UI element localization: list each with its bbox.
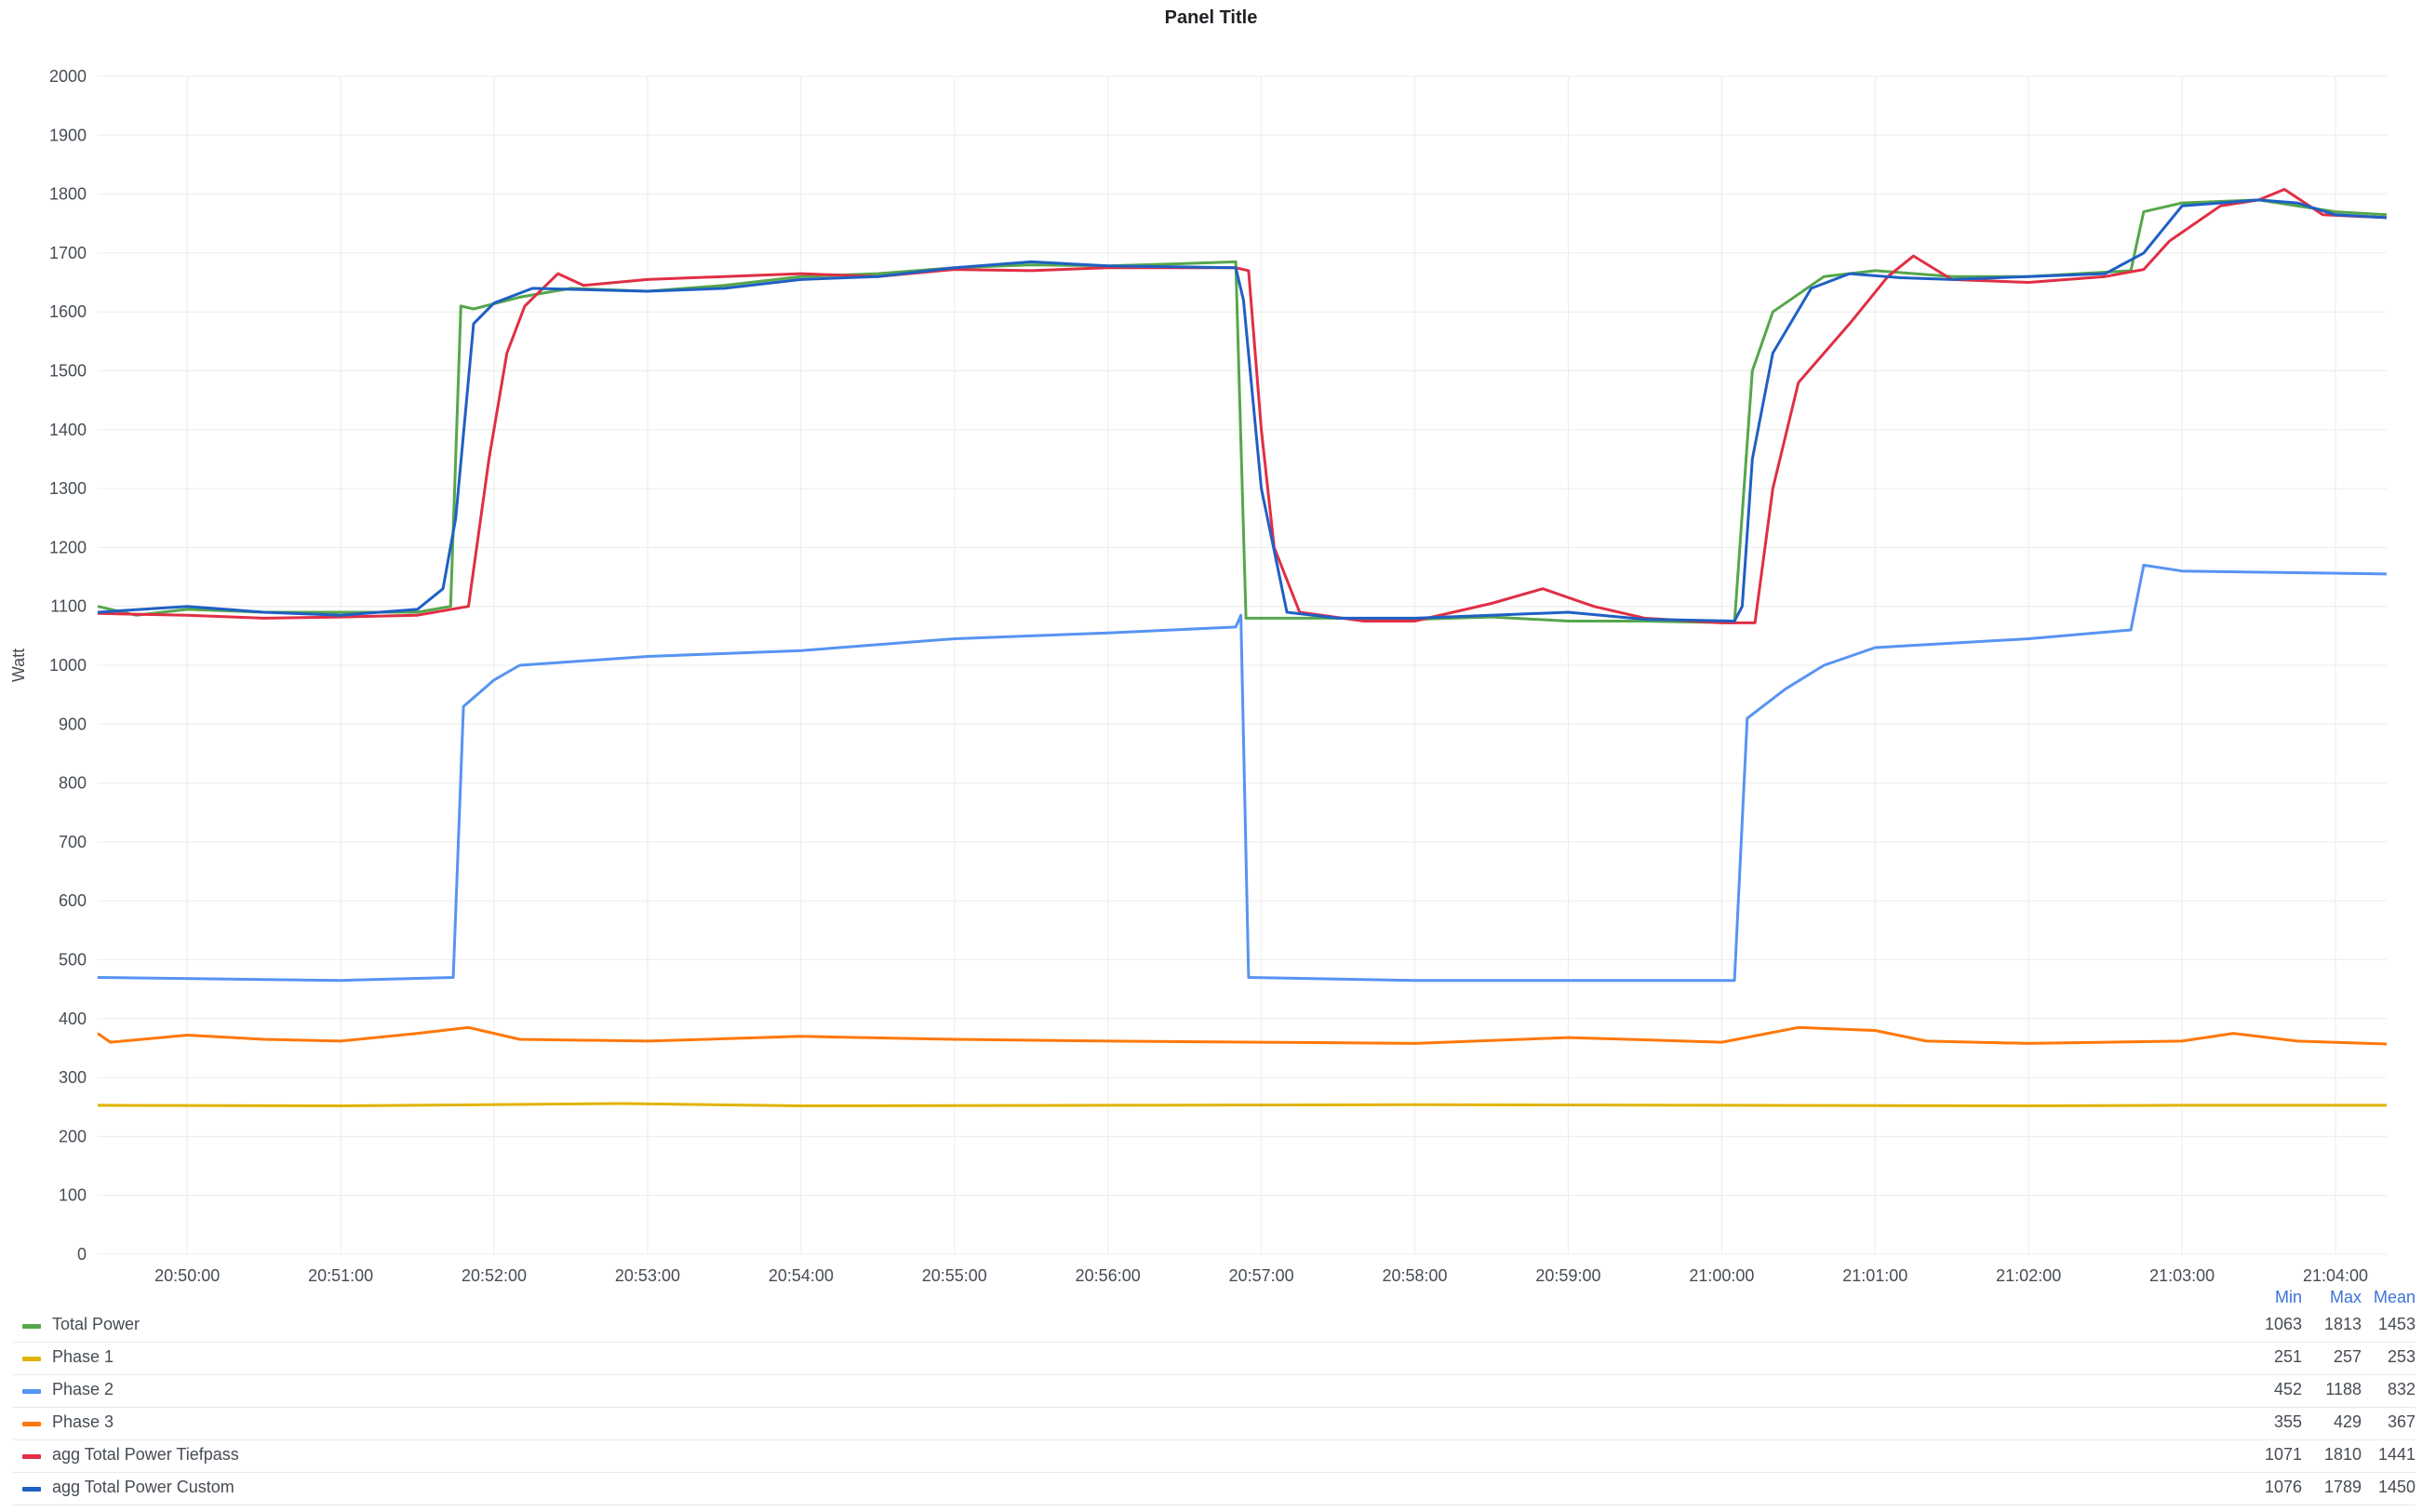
- series-color-swatch[interactable]: [22, 1454, 41, 1459]
- series-line-total-power[interactable]: [97, 198, 2388, 624]
- x-tick-label: 21:00:00: [1689, 1266, 1754, 1285]
- x-tick-label: 21:03:00: [2149, 1266, 2215, 1285]
- x-tick-label: 20:54:00: [769, 1266, 834, 1285]
- series-line-phase-3[interactable]: [97, 1025, 2388, 1046]
- legend-mean-value: 1453: [2377, 1315, 2415, 1333]
- legend-row[interactable]: agg Total Power Custom 1076 1789 1450: [13, 1473, 2415, 1505]
- mean-column-header[interactable]: Mean: [2373, 1288, 2415, 1306]
- x-tick-label: 20:56:00: [1076, 1266, 1141, 1285]
- x-tick-label: 21:02:00: [1996, 1266, 2061, 1285]
- y-axis-label: Watt: [9, 649, 28, 682]
- y-tick-label: 1700: [49, 244, 87, 262]
- x-tick-label: 21:01:00: [1842, 1266, 1907, 1285]
- legend-max-value: 1813: [2323, 1315, 2362, 1333]
- x-tick-label: 20:50:00: [154, 1266, 220, 1285]
- series-color-swatch[interactable]: [22, 1487, 41, 1492]
- legend-max-value: 1789: [2323, 1478, 2362, 1496]
- legend-series-name[interactable]: Phase 1: [52, 1347, 114, 1366]
- legend-row[interactable]: agg Total Power Tiefpass 1071 1810 1441: [13, 1440, 2415, 1473]
- legend-row[interactable]: Phase 1 251 257 253: [13, 1343, 2415, 1375]
- y-tick-label: 1800: [49, 185, 87, 204]
- series-color-swatch[interactable]: [22, 1389, 41, 1394]
- min-column-header[interactable]: Min: [2274, 1288, 2302, 1306]
- legend-series-name[interactable]: Total Power: [52, 1315, 141, 1333]
- panel-title[interactable]: Panel Title: [1164, 7, 1258, 28]
- legend-row[interactable]: Total Power 1063 1813 1453: [13, 1310, 2415, 1343]
- x-tick-label: 20:55:00: [922, 1266, 987, 1285]
- chart-series: [97, 188, 2388, 1107]
- legend-mean-value: 1450: [2377, 1478, 2415, 1496]
- legend-max-value: 257: [2333, 1347, 2362, 1366]
- legend-table: Min Max Mean Total Power 1063 1813 1453 Phas…: [13, 1288, 2415, 1505]
- legend-row[interactable]: Phase 3 355 429 367: [13, 1408, 2415, 1440]
- line-chart: 0 100 200 300 400 500 600 700 800 900 1000 1100 1200…: [9, 67, 2388, 1285]
- legend-series-name[interactable]: Phase 2: [52, 1380, 114, 1398]
- y-tick-label: 500: [59, 951, 87, 970]
- y-tick-label: 1500: [49, 362, 87, 381]
- x-tick-label: 20:59:00: [1535, 1266, 1600, 1285]
- series-color-swatch[interactable]: [22, 1357, 41, 1361]
- y-tick-label: 100: [59, 1186, 87, 1205]
- y-tick-label: 1000: [49, 656, 87, 675]
- x-tick-label: 20:53:00: [615, 1266, 680, 1285]
- x-tick-label: 20:51:00: [308, 1266, 373, 1285]
- legend-min-value: 452: [2273, 1380, 2302, 1398]
- x-axis: 20:50:00 20:51:00 20:52:00 20:53:00 20:54:00…: [154, 1266, 2368, 1285]
- legend-mean-value: 367: [2387, 1412, 2415, 1431]
- y-tick-label: 1400: [49, 421, 87, 439]
- y-tick-label: 2000: [49, 67, 87, 86]
- legend-series-name[interactable]: Phase 3: [52, 1412, 114, 1431]
- series-color-swatch[interactable]: [22, 1324, 41, 1329]
- series-line-agg-total-power-custom[interactable]: [97, 198, 2388, 622]
- y-tick-label: 300: [59, 1068, 87, 1087]
- legend-min-value: 1071: [2264, 1445, 2302, 1464]
- y-tick-label: 600: [59, 891, 87, 910]
- legend-min-value: 355: [2273, 1412, 2302, 1431]
- y-tick-label: 800: [59, 774, 87, 793]
- series-line-phase-1[interactable]: [97, 1102, 2387, 1107]
- x-tick-label: 21:04:00: [2303, 1266, 2368, 1285]
- y-tick-label: 0: [77, 1245, 87, 1264]
- legend-max-value: 1188: [2325, 1380, 2362, 1398]
- y-tick-label: 900: [59, 715, 87, 733]
- legend-header: Min Max Mean: [13, 1288, 2415, 1310]
- legend-series-name[interactable]: agg Total Power Custom: [52, 1478, 234, 1496]
- legend-min-value: 1063: [2264, 1315, 2302, 1333]
- legend-row[interactable]: Phase 2 452 1188 832: [13, 1375, 2415, 1408]
- x-tick-label: 20:58:00: [1382, 1266, 1447, 1285]
- series-line-phase-2[interactable]: [97, 563, 2388, 983]
- legend-max-value: 1810: [2323, 1445, 2362, 1464]
- legend-mean-value: 1441: [2377, 1445, 2415, 1464]
- legend-max-value: 429: [2333, 1412, 2362, 1431]
- y-tick-label: 1200: [49, 538, 87, 556]
- x-tick-label: 20:52:00: [462, 1266, 527, 1285]
- legend-mean-value: 832: [2387, 1380, 2415, 1398]
- x-tick-label: 20:57:00: [1229, 1266, 1294, 1285]
- legend-min-value: 251: [2273, 1347, 2302, 1366]
- legend-mean-value: 253: [2387, 1347, 2415, 1366]
- series-color-swatch[interactable]: [22, 1422, 41, 1426]
- max-column-header[interactable]: Max: [2329, 1288, 2362, 1306]
- y-tick-label: 700: [59, 833, 87, 851]
- y-axis: 0 100 200 300 400 500 600 700 800 900 1000 1100 1200…: [49, 67, 87, 1264]
- legend-min-value: 1076: [2264, 1478, 2302, 1496]
- y-tick-label: 400: [59, 1010, 87, 1028]
- series-line-agg-total-power-tiefpass[interactable]: [97, 188, 2388, 624]
- y-tick-label: 200: [59, 1127, 87, 1145]
- y-tick-label: 1100: [50, 597, 87, 616]
- y-tick-label: 1300: [49, 479, 87, 498]
- legend-rows: Total Power 1063 1813 1453 Phase 1 251 257 253 P…: [13, 1310, 2415, 1505]
- legend-series-name[interactable]: agg Total Power Tiefpass: [52, 1445, 239, 1464]
- y-tick-label: 1600: [49, 302, 87, 321]
- y-tick-label: 1900: [49, 126, 87, 144]
